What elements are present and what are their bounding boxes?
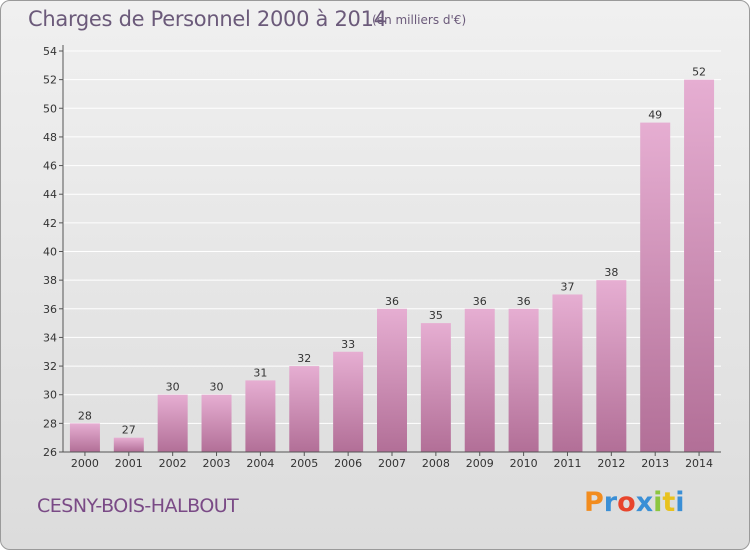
logo-letter: o [617, 487, 636, 518]
data-label-2004: 31 [253, 366, 267, 379]
y-tick-label: 36 [43, 303, 57, 316]
bar-2005 [289, 366, 320, 452]
x-tick-label-2012: 2012 [597, 457, 625, 470]
x-tick-label-2005: 2005 [290, 457, 318, 470]
x-tick-label-2011: 2011 [553, 457, 581, 470]
labels: 28 2000 27 2001 30 2002 30 2003 31 2004 32 2005 33 20… [71, 66, 713, 470]
data-label-2010: 36 [517, 295, 531, 308]
y-tick-label: 50 [43, 102, 57, 115]
x-tick-label-2014: 2014 [685, 457, 713, 470]
y-tick-label: 52 [43, 74, 57, 87]
logo-letter: t [662, 487, 676, 518]
data-label-2005: 32 [297, 352, 311, 365]
bar-2012 [596, 280, 627, 452]
bar-2009 [464, 308, 495, 452]
x-tick-label-2003: 2003 [203, 457, 231, 470]
x-tick-label-2007: 2007 [378, 457, 406, 470]
data-label-2009: 36 [473, 295, 487, 308]
y-tick-label: 34 [43, 331, 57, 344]
x-tick-label-2009: 2009 [466, 457, 494, 470]
y-tick-label: 32 [43, 360, 57, 373]
y-tick-label: 42 [43, 217, 57, 230]
bar-2007 [377, 308, 407, 452]
logo-letter: r [603, 487, 618, 518]
x-tick-label-2004: 2004 [246, 457, 274, 470]
bars [69, 79, 715, 453]
bar-2008 [420, 323, 451, 452]
data-label-2014: 52 [692, 66, 706, 79]
x-tick-label-2010: 2010 [510, 457, 538, 470]
axes: 26 28 30 32 34 36 38 40 42 44 46 48 50 52 54 [43, 45, 721, 459]
bar-2014 [684, 79, 715, 453]
x-tick-label-2001: 2001 [115, 457, 143, 470]
x-tick-label-2013: 2013 [641, 457, 669, 470]
y-tick-label: 40 [43, 246, 57, 259]
logo-letter: i [675, 487, 685, 518]
y-tick-label: 38 [43, 274, 57, 287]
y-tick-label: 28 [43, 417, 57, 430]
logo-letter: i [653, 487, 663, 518]
bar-2004 [245, 380, 276, 452]
data-label-2002: 30 [166, 381, 180, 394]
bar-2001 [113, 437, 144, 452]
y-tick-label: 30 [43, 389, 57, 402]
x-tick-label-2008: 2008 [422, 457, 450, 470]
chart-title: Charges de Personnel 2000 à 2014 [28, 7, 387, 31]
logo-letter: x [635, 487, 654, 518]
bar-2006 [333, 351, 364, 452]
logo-letter: P [584, 487, 604, 518]
data-label-2012: 38 [604, 266, 618, 279]
data-label-2003: 30 [210, 381, 224, 394]
data-label-2000: 28 [78, 409, 92, 422]
y-tick-label: 54 [43, 45, 57, 58]
commune-name: CESNY-BOIS-HALBOUT [37, 495, 239, 517]
bar-2002 [157, 394, 188, 452]
chart-unit: (en milliers d'€) [372, 13, 467, 27]
data-label-2001: 27 [122, 424, 136, 437]
data-label-2008: 35 [429, 309, 443, 322]
bar-2013 [640, 122, 671, 452]
y-tick-label: 44 [43, 188, 57, 201]
data-label-2006: 33 [341, 338, 355, 351]
x-tick-label-2000: 2000 [71, 457, 99, 470]
x-tick-label-2006: 2006 [334, 457, 362, 470]
bar-2003 [201, 394, 232, 452]
proxiti-logo[interactable]: Proxiti [584, 487, 685, 518]
y-tick-label: 26 [43, 446, 57, 459]
bar-2011 [552, 294, 583, 452]
data-label-2007: 36 [385, 295, 399, 308]
data-label-2013: 49 [648, 109, 662, 122]
bar-2010 [508, 308, 539, 452]
y-tick-label: 46 [43, 160, 57, 173]
x-tick-label-2002: 2002 [159, 457, 187, 470]
bar-2000 [69, 423, 100, 452]
data-label-2011: 37 [560, 280, 574, 293]
y-tick-label: 48 [43, 131, 57, 144]
